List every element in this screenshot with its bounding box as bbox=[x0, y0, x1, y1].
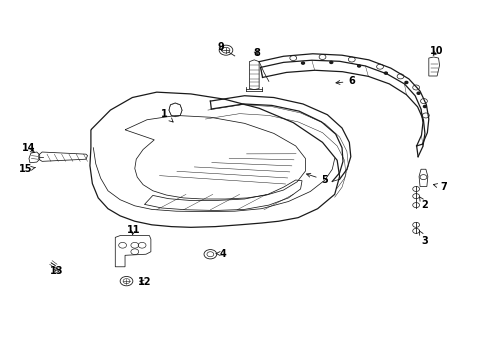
Text: 8: 8 bbox=[253, 48, 260, 58]
Circle shape bbox=[329, 61, 332, 63]
Text: 15: 15 bbox=[19, 164, 36, 174]
Text: 6: 6 bbox=[335, 76, 354, 86]
Circle shape bbox=[357, 65, 360, 67]
Text: 9: 9 bbox=[217, 42, 224, 52]
Text: 14: 14 bbox=[21, 143, 35, 153]
Circle shape bbox=[416, 92, 419, 94]
Text: 5: 5 bbox=[306, 174, 327, 185]
Circle shape bbox=[423, 105, 426, 108]
Text: 11: 11 bbox=[126, 225, 140, 235]
Text: 3: 3 bbox=[418, 231, 427, 246]
Text: 1: 1 bbox=[161, 109, 173, 122]
Text: 2: 2 bbox=[419, 197, 427, 210]
Circle shape bbox=[404, 81, 407, 84]
Text: 12: 12 bbox=[138, 277, 151, 287]
Text: 10: 10 bbox=[429, 46, 443, 56]
Text: 4: 4 bbox=[216, 248, 226, 258]
Circle shape bbox=[301, 62, 304, 64]
Text: 7: 7 bbox=[432, 182, 446, 192]
Circle shape bbox=[384, 72, 386, 74]
Text: 13: 13 bbox=[50, 266, 63, 276]
